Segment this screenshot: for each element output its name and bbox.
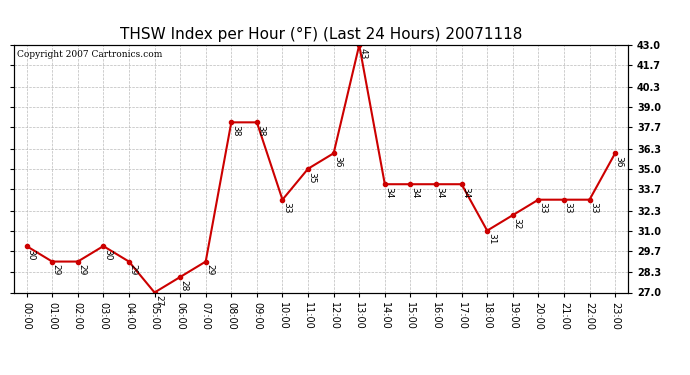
Text: 33: 33	[538, 202, 547, 214]
Text: 33: 33	[564, 202, 573, 214]
Text: 29: 29	[128, 264, 137, 276]
Text: 43: 43	[359, 48, 368, 59]
Text: 33: 33	[282, 202, 291, 214]
Text: 36: 36	[333, 156, 342, 168]
Text: 29: 29	[77, 264, 86, 276]
Text: 32: 32	[513, 218, 522, 229]
Text: 36: 36	[615, 156, 624, 168]
Text: 33: 33	[589, 202, 598, 214]
Text: 34: 34	[384, 187, 393, 198]
Text: 38: 38	[231, 125, 240, 136]
Text: 30: 30	[26, 249, 35, 260]
Text: 29: 29	[206, 264, 215, 276]
Text: 29: 29	[52, 264, 61, 276]
Text: 34: 34	[435, 187, 444, 198]
Text: 38: 38	[257, 125, 266, 136]
Text: 34: 34	[410, 187, 419, 198]
Text: 27: 27	[154, 295, 164, 307]
Text: 30: 30	[103, 249, 112, 260]
Text: 35: 35	[308, 171, 317, 183]
Text: Copyright 2007 Cartronics.com: Copyright 2007 Cartronics.com	[17, 50, 162, 59]
Text: 28: 28	[180, 280, 189, 291]
Text: 34: 34	[461, 187, 471, 198]
Title: THSW Index per Hour (°F) (Last 24 Hours) 20071118: THSW Index per Hour (°F) (Last 24 Hours)…	[119, 27, 522, 42]
Text: 31: 31	[487, 233, 496, 245]
